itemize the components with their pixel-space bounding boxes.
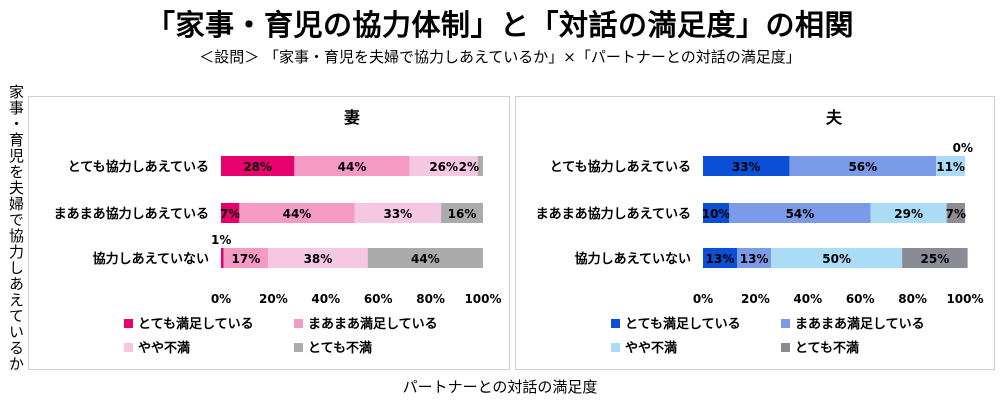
legend-label: とても満足している: [625, 316, 741, 332]
data-label: 56%: [848, 160, 877, 174]
bar-segment: [703, 248, 738, 268]
x-tick-label: 80%: [416, 292, 445, 306]
x-tick-label: 0%: [211, 292, 231, 306]
x-tick-label: 40%: [311, 292, 340, 306]
legend-label: まあまあ満足している: [795, 316, 925, 332]
bar-segment: [729, 203, 871, 223]
bar-segment: [771, 248, 903, 268]
x-tick-label: 100%: [464, 292, 501, 306]
legend-label: やや不満: [625, 340, 677, 356]
category-label: まあまあ協力しあえている: [54, 206, 209, 222]
category-label: 協力しあえていない: [575, 251, 691, 267]
outer-y-axis-label: 家事・育児を夫婦で協力しあえているか: [7, 84, 25, 372]
data-label: 16%: [448, 207, 477, 221]
x-tick-label: 60%: [364, 292, 393, 306]
bar-segment: [870, 203, 947, 223]
bar-segment: [268, 248, 368, 268]
data-label: 44%: [338, 160, 367, 174]
data-label: 33%: [732, 160, 761, 174]
legend-label: とても満足している: [138, 316, 254, 332]
data-label: 13%: [740, 252, 769, 266]
x-tick-label: 60%: [846, 292, 875, 306]
data-label: 26%: [429, 160, 458, 174]
bar-segment: [477, 156, 483, 176]
bar-segment: [239, 203, 355, 223]
x-tick-label: 0%: [693, 292, 713, 306]
bar-segment: [441, 203, 483, 223]
data-label: 1%: [211, 233, 231, 247]
page-title: 「家事・育児の協力体制」と「対話の満足度」の相関: [145, 8, 854, 42]
category-label: 協力しあえていない: [93, 251, 209, 267]
x-tick-label: 100%: [946, 292, 983, 306]
data-label: 11%: [936, 160, 965, 174]
data-label: 25%: [921, 252, 950, 266]
x-tick-label: 20%: [259, 292, 288, 306]
legend-swatch: [781, 319, 790, 328]
bar-segment: [902, 248, 968, 268]
data-label: 0%: [953, 141, 973, 155]
bar-segment: [409, 156, 478, 176]
legend-swatch: [781, 343, 790, 352]
data-label: 38%: [304, 252, 333, 266]
bar-segment: [221, 248, 224, 268]
legend-swatch: [124, 343, 133, 352]
data-label: 50%: [822, 252, 851, 266]
data-label: 44%: [411, 252, 440, 266]
bar-segment: [221, 203, 240, 223]
bar-segment: [354, 203, 442, 223]
legend-swatch: [294, 343, 303, 352]
legend-label: やや不満: [138, 340, 190, 356]
panel-title: 妻: [344, 108, 360, 127]
bar-segment: [936, 156, 965, 176]
legend-label: とても不満: [795, 340, 859, 356]
data-label: 13%: [706, 252, 735, 266]
category-label: とても協力しあえている: [68, 159, 209, 175]
data-label: 17%: [232, 252, 261, 266]
data-label: 28%: [243, 160, 272, 174]
bar-segment: [294, 156, 410, 176]
bar-segment: [703, 203, 730, 223]
bar-segment: [703, 156, 790, 176]
legend-swatch: [294, 319, 303, 328]
bar-segment: [789, 156, 937, 176]
bar-segment: [367, 248, 483, 268]
data-label: 10%: [702, 207, 731, 221]
data-label: 7%: [220, 207, 240, 221]
category-label: とても協力しあえている: [550, 159, 691, 175]
data-label: 2%: [459, 160, 479, 174]
bar-segment: [737, 248, 772, 268]
legend-swatch: [611, 319, 620, 328]
data-label: 44%: [283, 207, 312, 221]
outer-x-axis-label: パートナーとの対話の満足度: [402, 378, 598, 396]
x-tick-label: 80%: [898, 292, 927, 306]
legend-label: とても不満: [308, 340, 372, 356]
x-tick-label: 40%: [793, 292, 822, 306]
data-label: 33%: [383, 207, 412, 221]
survey-question: ＜設問＞ 「家事・育児を夫婦で協力しあえているか」×「パートナーとの対話の満足度…: [199, 48, 801, 66]
legend-swatch: [124, 319, 133, 328]
data-label: 7%: [946, 207, 966, 221]
data-label: 29%: [894, 207, 923, 221]
panel-title: 夫: [826, 108, 843, 127]
legend-label: まあまあ満足している: [308, 316, 438, 332]
x-tick-label: 20%: [741, 292, 770, 306]
bar-segment: [221, 156, 295, 176]
legend-swatch: [611, 343, 620, 352]
category-label: まあまあ協力しあえている: [536, 206, 691, 222]
bar-segment: [223, 248, 269, 268]
data-label: 54%: [786, 207, 815, 221]
bar-segment: [946, 203, 965, 223]
